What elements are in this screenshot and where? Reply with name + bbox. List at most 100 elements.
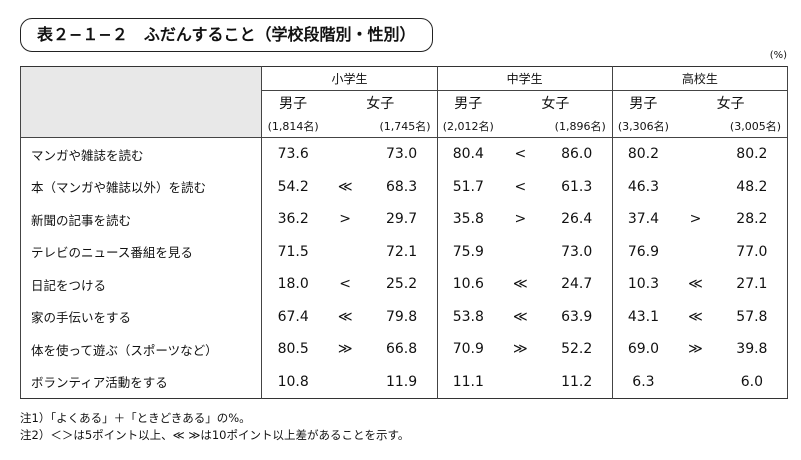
title: 表２−１−２ ふだんすること（学校段階別・性別）	[20, 18, 433, 52]
row-label: 家の手伝いをする	[31, 310, 132, 326]
row-label: ボランティア活動をする	[31, 375, 168, 391]
value-cell: 18.0	[261, 268, 324, 301]
compare-cell	[674, 236, 717, 269]
value-cell: 71.5	[261, 235, 324, 268]
value-cell: 37.4	[611, 203, 675, 236]
compare-cell: >	[689, 211, 702, 228]
value-cell: 70.9	[436, 333, 499, 366]
compare-cell: ≫	[337, 341, 353, 358]
note: 注1）「よくある」＋「ときどきある」の%。	[20, 411, 251, 425]
count-header: (3,005名)	[729, 119, 781, 133]
compare-cell	[674, 366, 717, 399]
value-cell: 79.8	[385, 308, 418, 325]
table-row: 体を使って遊ぶ（スポーツなど） 80.5 ≫ 66.8 70.9 ≫ 52.2 69.0 ≫ 39…	[21, 333, 788, 366]
row-label: 日記をつける	[31, 277, 107, 293]
count-header: (3,306名)	[611, 114, 675, 138]
value-cell: 27.1	[736, 276, 768, 293]
value-cell: 80.2	[611, 137, 675, 171]
value-cell: 57.8	[736, 308, 768, 325]
value-cell: 28.2	[736, 211, 768, 228]
table-row: マンガや雑誌を読む 73.6 73.0 80.4 <86.0 80.2 80.2	[21, 137, 788, 171]
group-header: 小学生	[261, 66, 438, 91]
header-row: (1,814名) (1,745名) (2,012名) (1,896名) (3,306名)…	[20, 114, 788, 138]
value-cell: 39.8	[736, 341, 768, 358]
table-row: 新聞の記事を読む 36.2 >29.7 35.8 >26.4 37.4 >28.2	[21, 203, 788, 236]
compare-cell: >	[514, 211, 527, 228]
group-header: 中学生	[436, 66, 613, 91]
value-cell: 24.7	[561, 276, 593, 293]
value-cell: 26.4	[561, 211, 593, 228]
count-header: (1,896名)	[554, 119, 606, 133]
value-cell: 10.3	[611, 268, 675, 301]
count-header: (1,814名)	[261, 114, 324, 138]
notes: 注1）「よくある」＋「ときどきある」の%。注2）＜＞は5ポイント以上、≪ ≫は1…	[20, 410, 409, 444]
value-cell: 25.2	[385, 276, 418, 293]
sex-header: 男子	[261, 90, 324, 114]
note: 注2）＜＞は5ポイント以上、≪ ≫は10ポイント以上差があることを示す。	[20, 428, 410, 442]
value-cell: 66.8	[385, 341, 418, 358]
compare-cell: ≪	[688, 308, 703, 325]
table-row: テレビのニュース番組を見る 71.5 72.1 75.9 73.0 76.9 77.0	[21, 235, 788, 269]
value-cell: 10.6	[436, 268, 499, 301]
sex-header: 女子	[716, 95, 745, 112]
sex-header: 男子	[611, 90, 675, 114]
compare-cell	[324, 236, 367, 269]
count-header: (2,012名)	[436, 114, 499, 138]
table-row: ボランティア活動をする 10.8 11.9 11.1 11.2 6.3 6.0	[21, 365, 788, 399]
value-cell: 80.4	[436, 137, 499, 171]
table-row: 本（マンガや雑誌以外）を読む 54.2 ≪ 68.3 51.7 <61.3 46.3 48.2	[21, 170, 788, 204]
compare-cell: ≪	[337, 308, 353, 325]
compare-cell: <	[514, 146, 527, 163]
corner	[20, 66, 262, 138]
compare-cell: ≫	[512, 341, 528, 358]
compare-cell: ≫	[688, 341, 703, 358]
row-label: マンガや雑誌を読む	[31, 147, 144, 163]
compare-cell: <	[514, 178, 527, 195]
compare-cell	[499, 366, 542, 399]
sex-header: 女子	[366, 95, 395, 112]
value-cell: 73.0	[385, 146, 418, 163]
value-cell: 73.6	[261, 137, 324, 171]
value-cell: 73.0	[561, 243, 593, 260]
value-cell: 11.1	[436, 365, 499, 399]
value-cell: 76.9	[611, 235, 675, 268]
table-row: 日記をつける 18.0 <25.2 10.6 ≪ 24.7 10.3 ≪ 27.1	[21, 268, 788, 301]
value-cell: 63.9	[561, 308, 593, 325]
value-cell: 72.1	[385, 243, 418, 260]
header-row: 小学生 中学生 高校生	[20, 66, 788, 138]
compare-cell: ≪	[337, 178, 353, 195]
value-cell: 80.2	[736, 146, 768, 163]
value-cell: 67.4	[261, 300, 324, 333]
value-cell: 6.3	[611, 365, 675, 399]
compare-cell: >	[339, 211, 352, 228]
compare-cell	[324, 366, 367, 399]
value-cell: 36.2	[261, 203, 324, 236]
value-cell: 29.7	[385, 211, 418, 228]
value-cell: 77.0	[736, 243, 768, 260]
compare-cell: ≪	[512, 276, 528, 293]
compare-cell	[674, 171, 717, 204]
value-cell: 52.2	[561, 341, 593, 358]
value-cell: 48.2	[736, 178, 768, 195]
row-label: 新聞の記事を読む	[31, 212, 132, 228]
value-cell: 43.1	[611, 300, 675, 333]
value-cell: 69.0	[611, 333, 675, 366]
value-cell: 53.8	[436, 300, 499, 333]
header-row: 男子 女子 男子 女子 男子 女子	[21, 90, 788, 114]
row-label: テレビのニュース番組を見る	[31, 245, 193, 261]
compare-cell	[324, 138, 367, 171]
value-cell: 80.5	[261, 333, 324, 366]
compare-cell	[499, 236, 542, 269]
row-label: 体を使って遊ぶ（スポーツなど）	[31, 342, 218, 358]
table: 小学生 中学生 高校生 男子 女子 男子 女子 男子 女子 (1,814名) (1,745名) (2,…	[20, 66, 788, 399]
value-cell: 35.8	[436, 203, 499, 236]
value-cell: 46.3	[611, 170, 675, 203]
value-cell: 51.7	[436, 170, 499, 203]
compare-cell: ≪	[688, 276, 703, 293]
compare-cell: <	[339, 276, 352, 293]
value-cell: 6.0	[740, 373, 764, 390]
sex-header: 女子	[541, 95, 570, 112]
value-cell: 68.3	[385, 178, 418, 195]
compare-cell	[674, 138, 717, 171]
